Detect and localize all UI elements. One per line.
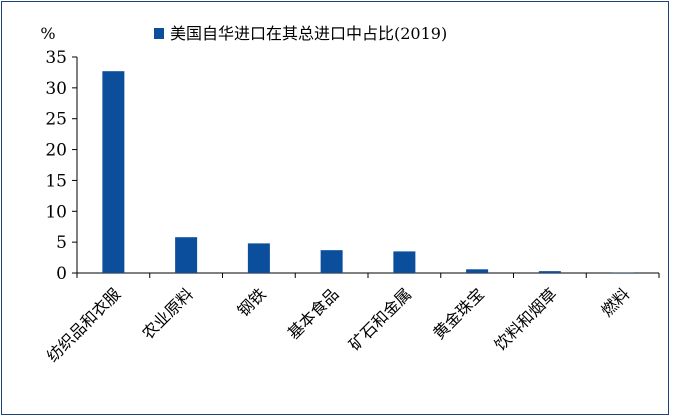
bar bbox=[320, 250, 343, 273]
x-tick-label: 矿石和金属 bbox=[345, 284, 415, 354]
x-tick-label: 黄金珠宝 bbox=[429, 284, 488, 343]
y-tick-label: 0 bbox=[56, 264, 67, 284]
y-tick-label: 15 bbox=[45, 171, 67, 191]
legend: 美国自华进口在其总进口中占比(2019) bbox=[154, 24, 447, 43]
bars bbox=[102, 71, 634, 274]
bar bbox=[247, 243, 270, 273]
y-tick-label: 5 bbox=[56, 233, 67, 253]
y-axis-unit-label: % bbox=[40, 24, 55, 43]
legend-label: 美国自华进口在其总进口中占比(2019) bbox=[170, 24, 447, 43]
bar bbox=[466, 269, 489, 273]
x-tick-label: 农业原料 bbox=[138, 284, 197, 343]
y-tick-label: 20 bbox=[45, 141, 67, 161]
bar bbox=[102, 71, 125, 274]
y-tick-label: 35 bbox=[45, 48, 67, 68]
x-tick-label: 基本食品 bbox=[284, 284, 343, 343]
bar bbox=[175, 237, 198, 273]
x-tick-label: 燃料 bbox=[597, 284, 633, 320]
x-axis bbox=[76, 272, 660, 278]
bar-chart: 美国自华进口在其总进口中占比(2019) % 0 5 10 15 20 25 30 35 纺织… bbox=[40, 24, 660, 366]
y-tick-label: 30 bbox=[45, 79, 67, 99]
y-axis: 0 5 10 15 20 25 30 35 bbox=[45, 48, 78, 284]
x-tick-labels: 纺织品和衣服 农业原料 钢铁 基本食品 矿石和金属 黄金珠宝 饮料和烟草 燃料 bbox=[43, 284, 634, 365]
x-tick-label: 纺织品和衣服 bbox=[43, 284, 124, 365]
bar bbox=[538, 271, 561, 273]
x-tick-label: 饮料和烟草 bbox=[491, 284, 561, 354]
x-tick-label: 钢铁 bbox=[234, 284, 270, 320]
legend-swatch bbox=[154, 28, 164, 39]
y-tick-label: 25 bbox=[45, 110, 67, 130]
y-tick-label: 10 bbox=[45, 202, 67, 222]
bar bbox=[393, 251, 416, 273]
